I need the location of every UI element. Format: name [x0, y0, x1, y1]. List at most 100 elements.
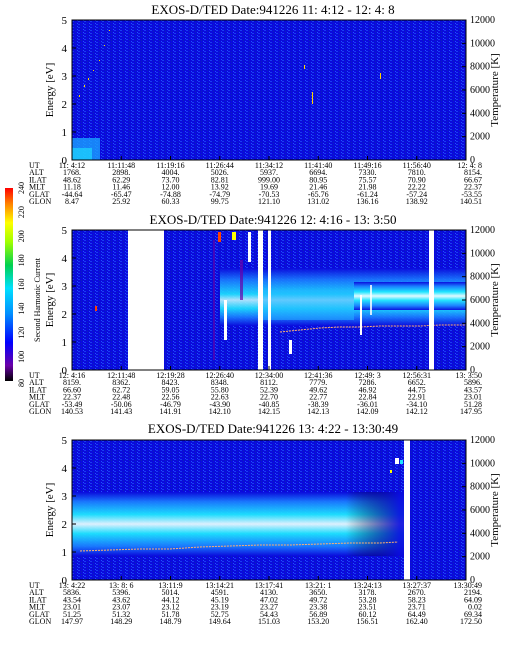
- ephemeris-cell: 142.10: [209, 407, 231, 416]
- ephemeris-cell: 82.81: [211, 175, 229, 184]
- ytick-label: 3: [62, 71, 68, 83]
- ephemeris-cell: 142.09: [357, 407, 379, 416]
- ephemeris-cell: 5026.: [211, 168, 229, 177]
- ephemeris-row-label: ALT: [29, 168, 44, 177]
- ephemeris-cell: 13:30:49: [454, 581, 482, 590]
- colorbar-gradient: [5, 188, 13, 381]
- ephemeris-cell: 12:11:48: [107, 371, 135, 380]
- ephemeris-cell: 51.25: [63, 610, 81, 619]
- panel-2-title: EXOS-D/TED Date:941226 12: 4:16 - 13: 3:…: [150, 212, 397, 227]
- ephemeris-cell: -74.79: [209, 190, 230, 199]
- ephemeris-cell: 13.92: [211, 183, 229, 192]
- ephemeris-row-label: ILAT: [29, 385, 46, 394]
- ephemeris-row-label: MLT: [29, 393, 45, 402]
- ephemeris-cell: 2670.: [408, 588, 426, 597]
- ephemeris-cell: 12.00: [162, 183, 180, 192]
- ephemeris-row-label: UT: [29, 581, 40, 590]
- ephemeris-cell: 49.62: [309, 385, 327, 394]
- panel-2-bursts: [95, 232, 372, 360]
- panel-3-y2ticks: 0 2000 4000 6000 8000 10000 12000: [462, 435, 495, 586]
- ephemeris-row-label: ILAT: [29, 595, 46, 604]
- ephemeris-cell: 5836.: [63, 588, 81, 597]
- ephemeris-cell: 22.48: [112, 393, 130, 402]
- ephemeris-row-label: GLAT: [29, 190, 50, 199]
- speckle: [79, 95, 80, 97]
- ephemeris-cell: 51.78: [162, 610, 180, 619]
- y2tick-label: 12000: [470, 15, 495, 26]
- ephemeris-cell: 5937.: [260, 168, 278, 177]
- ephemeris-cell: 1768.: [63, 168, 81, 177]
- panel-2: EXOS-D/TED Date:941226 12: 4:16 - 13: 3:…: [29, 212, 501, 416]
- ephemeris-cell: 25.92: [112, 197, 130, 206]
- ephemeris-cell: 23.19: [211, 603, 229, 612]
- ephemeris-cell: 70.90: [408, 175, 426, 184]
- ephemeris-cell: 131.02: [307, 197, 329, 206]
- ephemeris-cell: -65.47: [111, 190, 132, 199]
- speckle: [104, 45, 105, 46]
- ephemeris-cell: 23.07: [112, 603, 130, 612]
- y2tick-label: 10000: [470, 458, 495, 469]
- ephemeris-cell: 11: 4:12: [59, 161, 85, 170]
- ephemeris-cell: 121.10: [258, 197, 280, 206]
- ephemeris-cell: 148.79: [160, 617, 182, 626]
- ephemeris-cell: 136.16: [357, 197, 379, 206]
- ephemeris-cell: 43.54: [63, 595, 81, 604]
- y2tick-label: 0: [470, 365, 475, 376]
- ephemeris-cell: 8362.: [112, 378, 130, 387]
- panel-1-xticks: [71, 156, 467, 160]
- y2tick-label: 2000: [470, 342, 490, 353]
- ephemeris-cell: 11:56:40: [403, 161, 431, 170]
- colorbar-tick-label: 160: [17, 279, 26, 291]
- ephemeris-cell: 13: 8: 6: [109, 581, 133, 590]
- ephemeris-cell: 19.69: [260, 183, 278, 192]
- y2tick-label: 8000: [470, 482, 490, 493]
- panel-1-y2label: Temperature [K]: [489, 53, 501, 126]
- ephemeris-cell: 8423.: [162, 378, 180, 387]
- ephemeris-cell: 0.02: [468, 603, 482, 612]
- ytick-label: 0: [62, 365, 68, 377]
- ephemeris-cell: 7810.: [408, 168, 426, 177]
- y2tick-label: 0: [470, 155, 475, 166]
- ephemeris-cell: 99.75: [211, 197, 229, 206]
- ephemeris-cell: 13:14:21: [206, 581, 234, 590]
- ephemeris-cell: 75.57: [359, 175, 377, 184]
- ephemeris-cell: 11:49:16: [353, 161, 381, 170]
- ephemeris-cell: 5014.: [162, 588, 180, 597]
- ytick-label: 2: [62, 99, 68, 111]
- panel-1-low-energy-bright: [72, 148, 92, 160]
- ephemeris-cell: 80.95: [309, 175, 327, 184]
- ephemeris-cell: 11.18: [63, 183, 81, 192]
- ephemeris-cell: 11.46: [112, 183, 130, 192]
- ephemeris-cell: 52.39: [260, 385, 278, 394]
- ephemeris-cell: 138.92: [406, 197, 428, 206]
- y2tick-label: 2000: [470, 552, 490, 563]
- ytick-label: 1: [62, 127, 68, 139]
- ytick-label: 0: [62, 575, 68, 587]
- ytick-label: 4: [62, 43, 68, 55]
- burst: [232, 232, 236, 240]
- ephemeris-cell: -34.10: [406, 400, 427, 409]
- panel-3-band-fade: [72, 492, 406, 556]
- panel-1-title: EXOS-D/TED Date:941226 11: 4:12 - 12: 4:…: [151, 2, 394, 17]
- colorbar-label: Second Harmonic Current: [33, 257, 42, 342]
- ephemeris-cell: 62.29: [112, 175, 130, 184]
- ephemeris-cell: 141.43: [110, 407, 132, 416]
- ephemeris-cell: 141.91: [160, 407, 182, 416]
- ytick-label: 1: [62, 337, 68, 349]
- ephemeris-cell: 172.50: [460, 617, 482, 626]
- colorbar: Second Harmonic Current 240 220 200 180 160 1…: [5, 182, 42, 387]
- speckle: [304, 65, 305, 69]
- ephemeris-cell: 142.15: [258, 407, 280, 416]
- y2tick-label: 8000: [470, 272, 490, 283]
- ephemeris-cell: 58.23: [408, 595, 426, 604]
- ephemeris-cell: 59.05: [162, 385, 180, 394]
- ephemeris-cell: 48.62: [63, 175, 81, 184]
- ephemeris-cell: 54.43: [260, 610, 278, 619]
- burst: [248, 232, 251, 262]
- speckle: [380, 73, 381, 79]
- panel-2-data-gap: [268, 230, 271, 370]
- ephemeris-cell: 22.91: [408, 393, 426, 402]
- y2tick-label: 4000: [470, 108, 490, 119]
